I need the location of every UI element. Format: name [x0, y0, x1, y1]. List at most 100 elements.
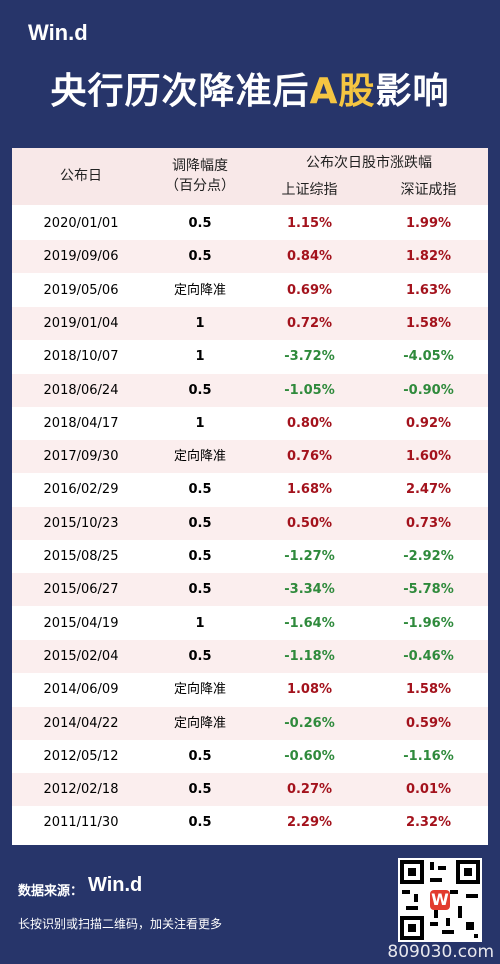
table-cell: -0.26%: [284, 715, 335, 731]
table-cell: 0.5: [188, 382, 212, 398]
column-header: 公布日: [12, 148, 150, 205]
table-cell: -1.64%: [284, 615, 335, 631]
table: 公布日 调降幅度 （百分点） 公布次日股市涨跌幅 上证综指 深证成指 2020/0…: [12, 148, 488, 845]
table-cell: 2015/04/19: [43, 615, 119, 631]
table-cell: -3.34%: [284, 582, 335, 598]
table-cell: 0.27%: [286, 782, 333, 798]
table-cell: -3.72%: [284, 349, 335, 365]
table-row: 2014/06/09 定向降准 1.08% 1.58%: [12, 673, 488, 707]
table-cell: 2018/06/24: [43, 382, 119, 398]
table-cell: 0.5: [188, 549, 212, 564]
table-cell: 0.5: [188, 482, 212, 498]
table-cell: 1.63%: [405, 282, 452, 298]
table-cell: 1.99%: [405, 216, 452, 231]
table-cell: 2012/05/12: [43, 748, 119, 764]
table-cell: 2.32%: [405, 815, 452, 831]
table-cell: -4.05%: [403, 349, 454, 365]
table-row: 2015/08/25 0.5 -1.27% -2.92%: [12, 540, 488, 573]
table-cell: 0.5: [188, 782, 212, 798]
svg-text:W: W: [431, 890, 449, 909]
table-cell: 2019/01/04: [43, 315, 119, 331]
table-cell: 1.60%: [405, 449, 452, 465]
table-cell: 2012/02/18: [43, 782, 119, 798]
table-row: 2016/02/29 0.5 1.68% 2.47%: [12, 473, 488, 507]
table-row: 2015/04/19 1 -1.64% -1.96%: [12, 606, 488, 640]
table-cell: 0.69%: [286, 282, 333, 298]
table-cell: 0.5: [188, 249, 212, 265]
table-row: 2014/04/22 定向降准 -0.26% 0.59%: [12, 706, 488, 740]
table-cell: 2016/02/29: [43, 482, 119, 498]
table-cell: 0.01%: [405, 782, 452, 798]
table-cell: 0.72%: [286, 315, 333, 331]
table-cell: -1.27%: [284, 549, 335, 564]
source-label: 数据来源：: [18, 884, 84, 899]
column-header: 调降幅度 （百分点）: [150, 148, 250, 205]
table-cell: 1: [195, 615, 205, 631]
footer-note: 长按识别或扫描二维码，加关注看更多: [18, 917, 223, 931]
table-cell: 1.58%: [405, 682, 452, 698]
table-row: 2012/05/12 0.5 -0.60% -1.16%: [12, 739, 488, 773]
column-header: 上证综指: [250, 177, 369, 205]
table-cell: -2.92%: [403, 549, 454, 564]
table-cell: 0.50%: [286, 515, 333, 531]
table-row: 2020/01/01 0.5 1.15% 1.99%: [12, 207, 488, 240]
table-cell: 0.92%: [405, 415, 452, 431]
table-cell: 2017/09/30: [43, 449, 119, 465]
title-part: 影响: [375, 71, 450, 112]
table-cell: 1: [195, 415, 205, 431]
title: 央行历次降准后A股影响: [0, 62, 500, 114]
table-cell: -1.16%: [403, 748, 454, 764]
table-cell: 2015/08/25: [43, 549, 119, 564]
table-cell: 2.47%: [405, 482, 452, 498]
table-cell: 定向降准: [173, 682, 226, 698]
table-row: 2015/10/23 0.5 0.50% 0.73%: [12, 506, 488, 540]
table-cell: 0.5: [188, 648, 212, 664]
table-row: 2011/11/30 0.5 2.29% 2.32%: [12, 806, 488, 840]
table-cell: -1.18%: [284, 648, 335, 664]
watermark: 809030.com: [387, 942, 494, 962]
table-row: 2012/02/18 0.5 0.27% 0.01%: [12, 773, 488, 807]
table-cell: 2019/09/06: [43, 249, 119, 265]
table-row: 2018/04/17 1 0.80% 0.92%: [12, 406, 488, 440]
table-cell: 1.08%: [286, 682, 333, 698]
source-logo: Win.d: [88, 874, 143, 896]
table-cell: -0.60%: [284, 748, 335, 764]
table-cell: 2014/06/09: [43, 682, 119, 698]
title-part: A股: [309, 71, 376, 112]
table-cell: 2015/10/23: [43, 515, 119, 531]
header-line: 调降幅度: [172, 158, 228, 174]
table-cell: 2018/10/07: [43, 349, 119, 365]
table-cell: 0.84%: [286, 249, 333, 265]
table-row: 2017/09/30 定向降准 0.76% 1.60%: [12, 440, 488, 474]
table-cell: 1.15%: [286, 216, 333, 231]
qr-code[interactable]: W: [398, 858, 482, 942]
table-cell: 2.29%: [286, 815, 333, 831]
table-cell: 0.59%: [405, 715, 452, 731]
table-cell: 2015/02/04: [43, 648, 119, 664]
table-cell: 1.68%: [286, 482, 333, 498]
table-cell: 1: [195, 315, 205, 331]
table-row: 2015/06/27 0.5 -3.34% -5.78%: [12, 573, 488, 607]
table-cell: 2015/06/27: [43, 582, 119, 598]
table-cell: 定向降准: [173, 449, 226, 465]
table-row: 2019/09/06 0.5 0.84% 1.82%: [12, 240, 488, 274]
table-cell: -1.96%: [403, 615, 454, 631]
table-cell: 2019/05/06: [43, 282, 119, 298]
table-cell: 0.5: [188, 815, 212, 831]
table-cell: 0.73%: [405, 515, 452, 531]
table-cell: 2011/11/30: [43, 815, 119, 831]
table-cell: -5.78%: [403, 582, 454, 598]
table-cell: 0.5: [188, 216, 212, 231]
table-cell: -0.46%: [403, 648, 454, 664]
table-cell: 0.5: [188, 582, 212, 598]
table-row: 2019/05/06 定向降准 0.69% 1.63%: [12, 273, 488, 307]
table-cell: 0.5: [188, 515, 212, 531]
table-cell: 2014/04/22: [43, 715, 119, 731]
table-cell: 定向降准: [173, 282, 226, 298]
table-row: 2018/10/07 1 -3.72% -4.05%: [12, 340, 488, 374]
table-cell: 0.76%: [286, 449, 333, 465]
table-cell: 定向降准: [173, 715, 226, 731]
table-cell: 2020/01/01: [43, 216, 119, 231]
table-cell: -0.90%: [403, 382, 454, 398]
